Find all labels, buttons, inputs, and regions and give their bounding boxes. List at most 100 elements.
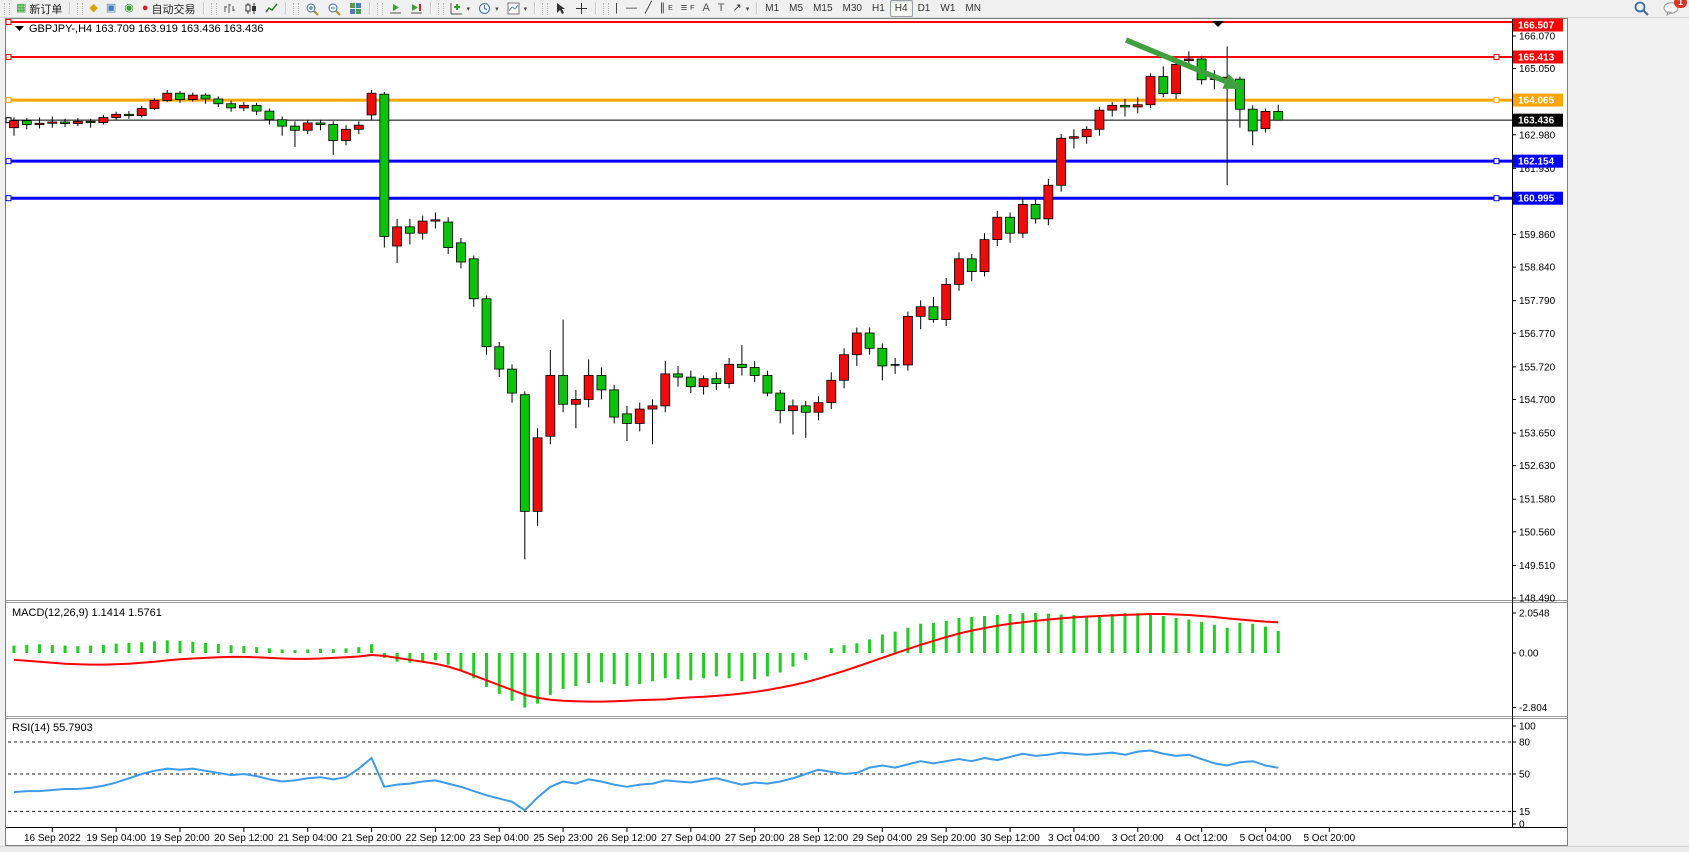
metaeditor-button[interactable]: ◆ [85, 0, 101, 17]
line-anchor-marker[interactable] [1212, 21, 1224, 27]
candle-down [1273, 111, 1284, 121]
notifications-button[interactable]: 1 [1659, 0, 1687, 17]
chart-shift-button[interactable] [406, 0, 427, 17]
candle-up [47, 121, 58, 124]
chart-title-dropdown-icon[interactable] [15, 26, 24, 31]
chart-window[interactable]: 166.070165.050164.030162.980161.930160.9… [0, 17, 1689, 846]
indicators-icon [450, 2, 463, 15]
candle-up [1094, 109, 1105, 130]
candle-up [302, 122, 313, 131]
hline-handle[interactable] [1493, 195, 1500, 202]
timeframe-m15-button[interactable]: M15 [813, 3, 833, 14]
zoom-out-button[interactable] [323, 0, 345, 17]
chart-shift-icon [410, 2, 423, 15]
search-button[interactable] [1630, 0, 1653, 17]
candle-up [136, 108, 147, 116]
timeframe-mn-button[interactable]: MN [965, 3, 981, 14]
toolbar-grip [77, 2, 84, 15]
time-axis[interactable]: 16 Sep 2022 19 Sep 04:00 19 Sep 20:00 20 Se… [24, 828, 1356, 844]
new-order-button[interactable]: ▦ 新订单 [12, 0, 66, 17]
candle-down [1120, 104, 1130, 108]
channel-button[interactable]: ∥ E [656, 0, 677, 17]
timeframe-w1-button[interactable]: W1 [940, 3, 956, 14]
price-badge-label: 160.995 [1518, 194, 1555, 205]
candle-up [647, 405, 658, 410]
chevron-down-icon[interactable]: ▾ [495, 5, 499, 13]
auto-scroll-button[interactable] [385, 0, 406, 17]
chevron-down-icon[interactable]: ▾ [466, 5, 471, 13]
hline-handle[interactable] [5, 19, 12, 25]
hline-handle[interactable] [5, 97, 12, 104]
text-button[interactable]: A [698, 0, 713, 17]
gem-icon: ◆ [89, 2, 98, 14]
periods-icon [478, 2, 491, 15]
zoom-in-button[interactable] [301, 0, 323, 17]
chevron-down-icon[interactable]: ▾ [523, 5, 528, 13]
timeframe-m1-button[interactable]: M1 [765, 3, 780, 14]
rsi-line [13, 749, 1279, 812]
candle-down [481, 298, 492, 348]
rsi-axis-label: 80 [1519, 737, 1531, 748]
templates-button[interactable]: ▾ [503, 0, 532, 17]
candle-down [328, 124, 339, 141]
price-tick-label: 157.790 [1519, 296, 1556, 307]
hline-handle[interactable] [5, 195, 12, 202]
time-tick-label: 21 Sep 20:00 [342, 833, 402, 844]
horizontal-line-button[interactable]: — [622, 0, 641, 17]
cursor-button[interactable] [550, 0, 571, 17]
crosshair-button[interactable] [571, 0, 592, 17]
candle-up [417, 220, 428, 234]
candle-up [915, 306, 926, 317]
hline-handle[interactable] [1493, 97, 1500, 104]
candle-up [941, 283, 952, 320]
fibonacci-button-sub: F [690, 5, 695, 12]
hline-handle[interactable] [1493, 158, 1500, 165]
candle-up [826, 379, 837, 404]
toolbar-separator [69, 2, 71, 15]
candle-up [634, 408, 645, 424]
tile-windows-button[interactable] [345, 0, 366, 17]
arrows-icon: ↗ [732, 2, 742, 14]
timeframe-h1-button[interactable]: H1 [871, 3, 885, 14]
timeframe-h4-button[interactable]: H4 [889, 0, 913, 17]
rsi-axis-label: 15 [1519, 807, 1531, 818]
timeframe-m5-button[interactable]: M5 [789, 3, 804, 14]
price-badge [1513, 18, 1563, 32]
time-tick-label: 20 Sep 12:00 [214, 833, 274, 844]
periods-button[interactable]: ▾ [474, 0, 503, 17]
market-watch-button[interactable]: ▣ [102, 0, 120, 17]
trendline-button[interactable]: ╱ [641, 0, 656, 17]
indicators-button[interactable]: ▾ [446, 0, 475, 17]
hline-handle[interactable] [1493, 53, 1500, 60]
hline-handle[interactable] [5, 158, 12, 165]
text-label-button[interactable]: T [714, 0, 729, 17]
macd-axis-label: 0.00 [1519, 649, 1539, 660]
bar-chart-button[interactable] [219, 0, 240, 17]
hline-handle[interactable] [5, 117, 12, 124]
candle-up [1069, 136, 1079, 139]
timeframe-d1-button[interactable]: D1 [917, 3, 931, 14]
time-tick-label: 5 Oct 20:00 [1303, 833, 1355, 844]
rsi-label: RSI(14) 55.7903 [12, 722, 93, 734]
candle-down [775, 392, 786, 412]
candle-up [660, 373, 671, 407]
candle-down [749, 367, 760, 376]
autotrading-button[interactable]: ● 自动交易 [138, 0, 200, 17]
candle-down [558, 375, 569, 405]
line-chart-button[interactable] [261, 0, 282, 17]
chevron-down-icon[interactable]: ▾ [745, 5, 750, 13]
fibonacci-button[interactable]: ≡ F [677, 0, 699, 17]
price-tick-label: 159.860 [1519, 230, 1556, 241]
candlestick-chart-button[interactable] [240, 0, 261, 17]
price-axis: 166.070165.050164.030162.980161.930160.9… [1512, 18, 1563, 831]
hline-handle[interactable] [5, 53, 12, 60]
vertical-line-button[interactable]: | [611, 0, 622, 17]
time-tick-label: 25 Sep 23:00 [533, 833, 593, 844]
timeframe-m30-button[interactable]: M30 [842, 3, 862, 14]
candle-down [685, 376, 696, 388]
time-tick-label: 27 Sep 20:00 [725, 833, 785, 844]
data-window-button[interactable]: ◉ [120, 0, 138, 17]
trend-arrow-annotation[interactable] [1124, 37, 1244, 89]
candle-down [264, 110, 275, 121]
arrows-button[interactable]: ↗ ▾ [729, 0, 754, 17]
